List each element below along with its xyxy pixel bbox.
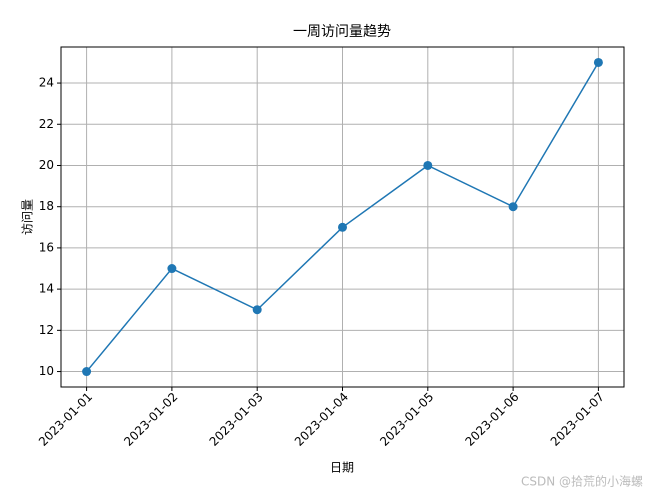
point: [508, 202, 518, 212]
point: [167, 264, 177, 274]
y-tick-label: 20: [39, 158, 54, 172]
watermark: CSDN @拾荒的小海螺: [521, 474, 643, 489]
x-axis-label: 日期: [330, 461, 354, 475]
point: [423, 160, 433, 170]
y-tick-label: 22: [39, 117, 54, 131]
y-tick-label: 16: [39, 240, 54, 254]
y-tick-label: 10: [39, 364, 54, 378]
plot-frame: [60, 46, 625, 388]
y-tick-label: 12: [39, 323, 54, 337]
y-tick-label: 18: [39, 199, 54, 213]
y-tick-label: 24: [39, 76, 54, 90]
chart-title: 一周访问量趋势: [293, 24, 391, 40]
point: [252, 305, 262, 315]
point: [338, 222, 347, 232]
point: [593, 57, 603, 67]
point: [82, 367, 92, 377]
y-axis-label: 访问量: [21, 199, 35, 235]
y-tick-label: 14: [39, 282, 54, 296]
